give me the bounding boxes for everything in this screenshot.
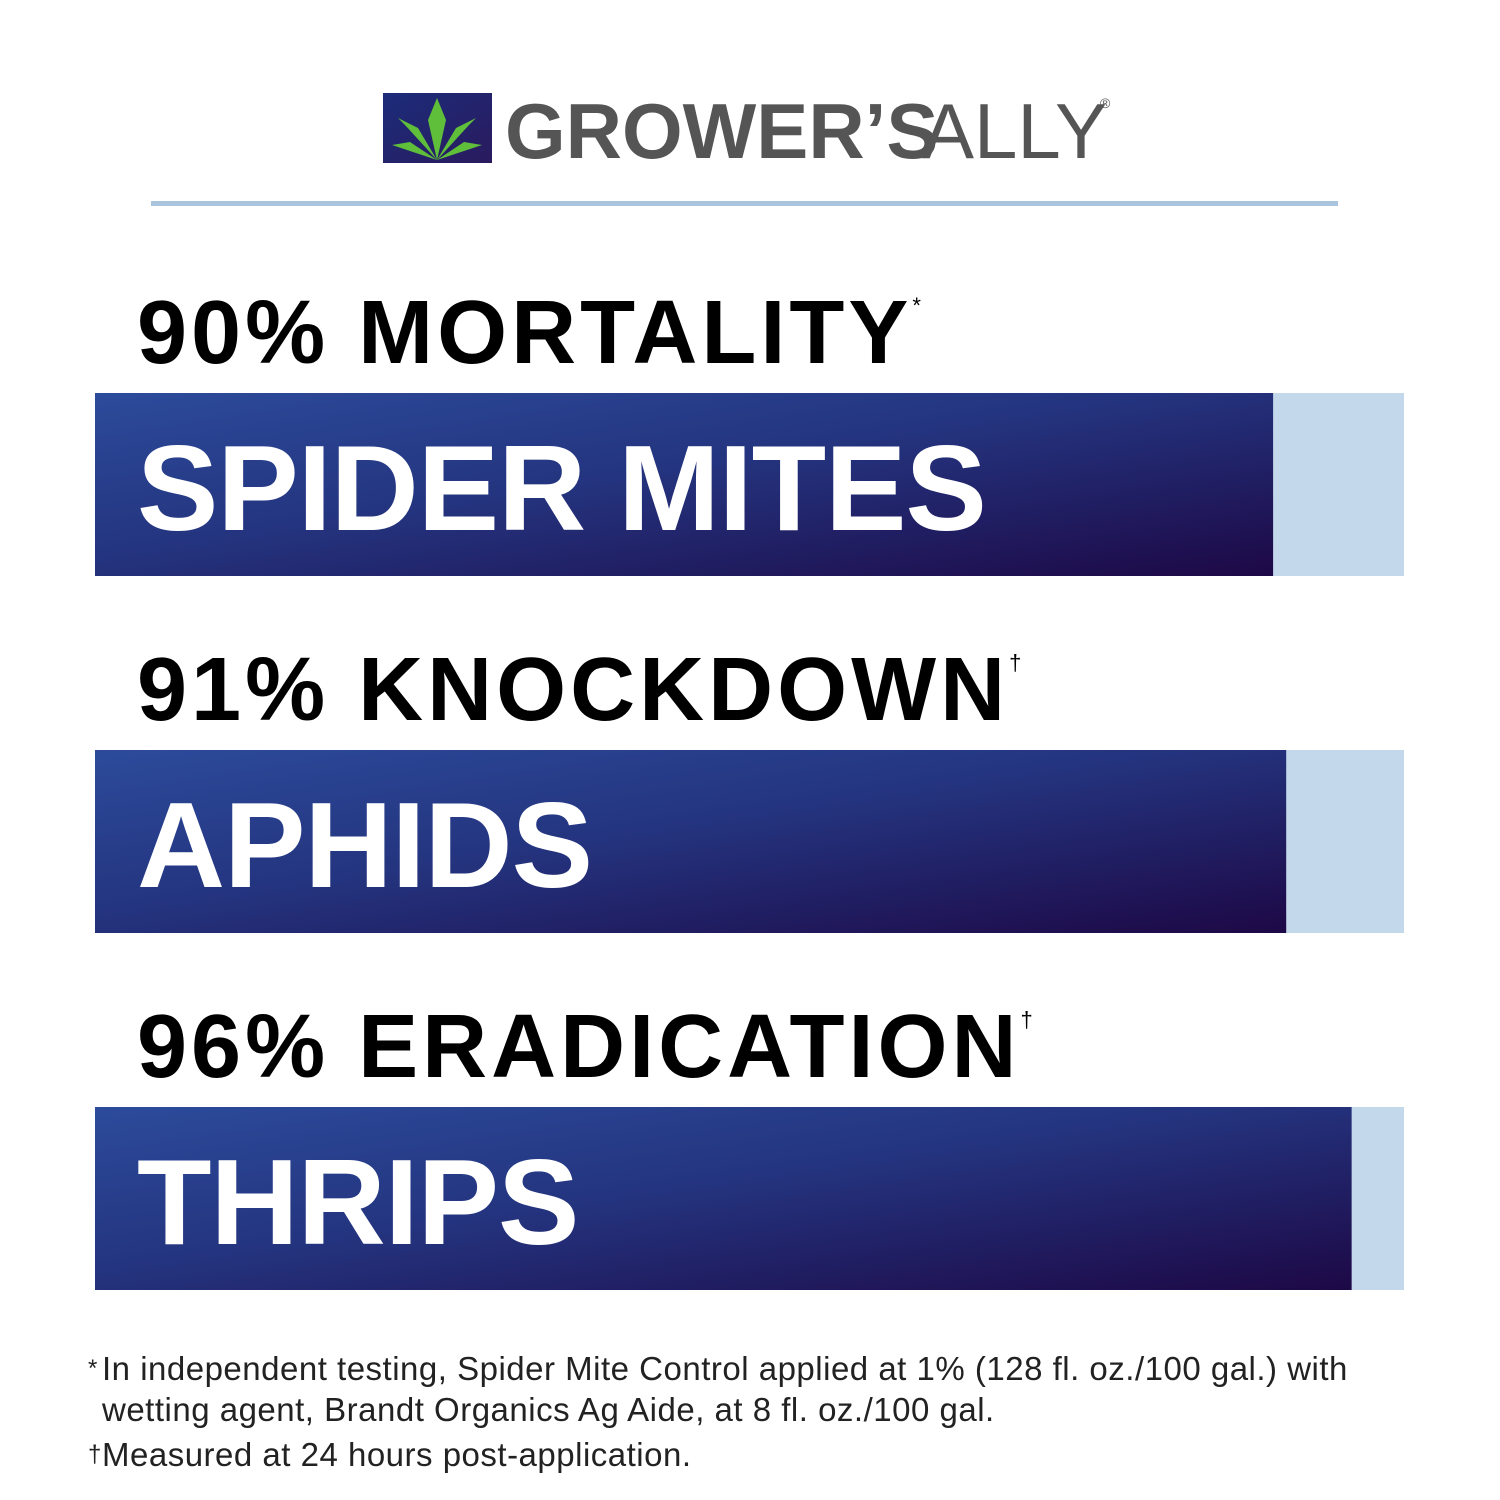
headline: 91% KNOCKDOWN† [137,640,1025,740]
brand-name-light: ALLY [922,87,1107,175]
registered-mark: ® [1100,95,1111,111]
footnote-text: In independent testing, Spider Mite Cont… [102,1350,1348,1428]
value-label: 90% [137,283,329,383]
footnote-mark: * [912,293,925,318]
brand-name: GROWER’S [505,87,938,175]
measure: ERADICATION [358,997,1020,1097]
footnote-marker: † [88,1441,102,1468]
headline: 96% ERADICATION† [137,997,1037,1097]
headline: 90% MORTALITY* [137,283,925,383]
bar [95,1107,1352,1290]
category-label: APHIDS [137,777,592,913]
footnote: †Measured at 24 hours post-application. [88,1434,1418,1475]
bar [95,750,1287,933]
category-label: THRIPS [137,1134,578,1270]
value-label: 96% [137,997,329,1097]
category-label: SPIDER MITES [137,420,986,556]
footnote-mark: † [1020,1007,1036,1032]
measure: MORTALITY [358,283,912,383]
logo-icon [383,93,492,163]
footnote: * In independent testing, Spider Mite Con… [88,1348,1418,1430]
measure: KNOCKDOWN [358,640,1009,740]
value-label: 91% [137,640,329,740]
footnote-marker: * [88,1355,98,1382]
divider [151,201,1338,206]
bar [95,393,1274,576]
footnote-text: Measured at 24 hours post-application. [102,1436,692,1473]
footnote-mark: † [1009,650,1025,675]
